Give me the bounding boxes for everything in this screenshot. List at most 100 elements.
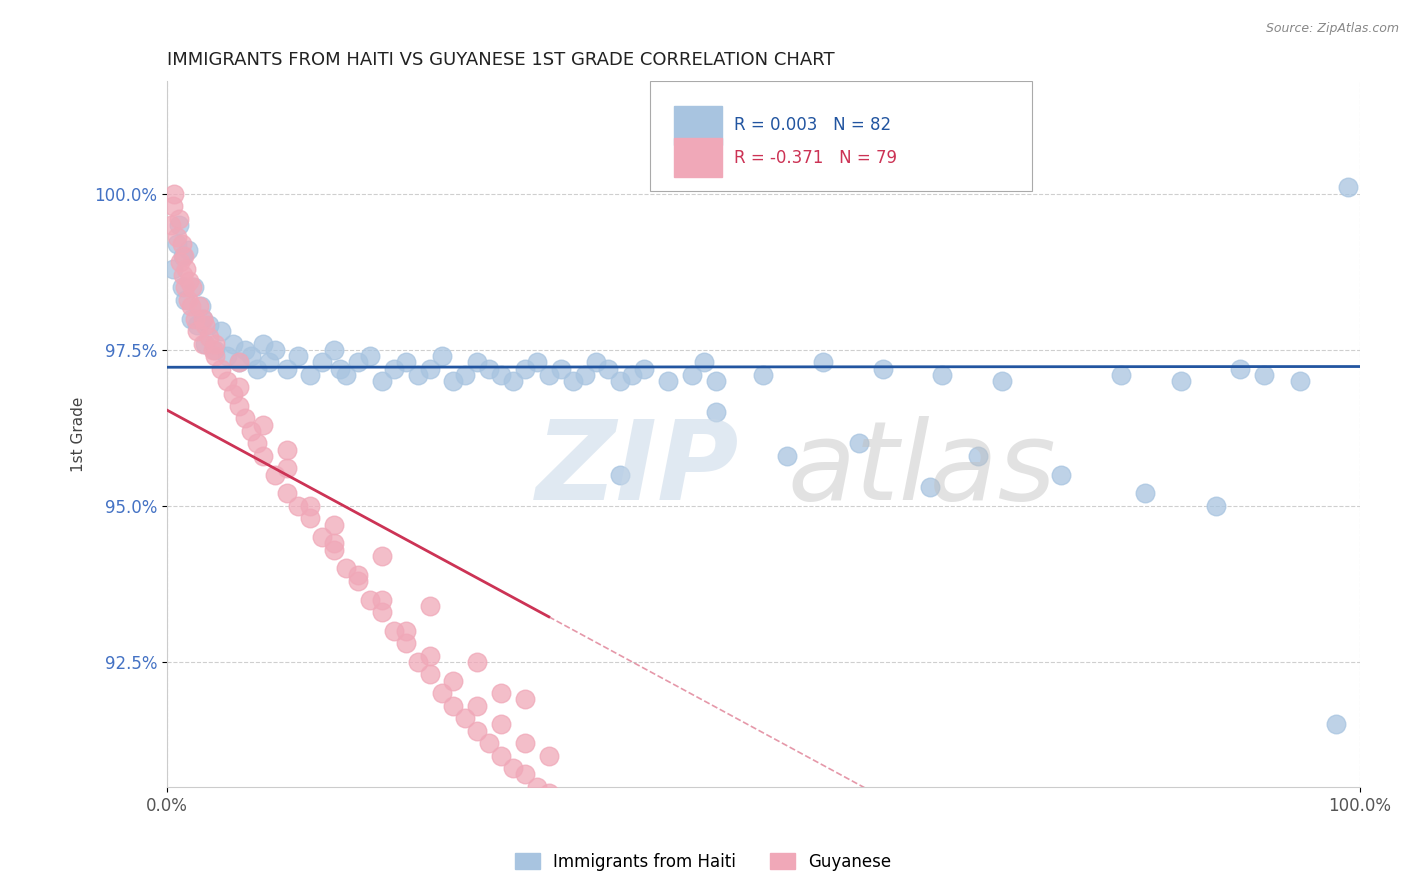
Point: [347, 567, 370, 582]
Point: [395, 636, 418, 650]
Point: [215, 349, 238, 363]
Point: [419, 648, 441, 663]
Point: [430, 349, 453, 363]
Point: [257, 355, 280, 369]
Point: [174, 293, 197, 307]
Point: [465, 698, 488, 713]
Point: [167, 211, 190, 226]
Point: [180, 299, 202, 313]
Point: [967, 449, 990, 463]
Point: [186, 318, 208, 332]
Point: [811, 355, 834, 369]
Point: [287, 499, 309, 513]
Text: R = 0.003   N = 82: R = 0.003 N = 82: [734, 117, 891, 135]
Point: [359, 592, 381, 607]
Point: [176, 243, 198, 257]
Point: [198, 330, 221, 344]
Point: [177, 274, 200, 288]
Point: [299, 368, 322, 382]
Point: [181, 280, 204, 294]
Point: [478, 361, 501, 376]
Y-axis label: 1st Grade: 1st Grade: [72, 396, 86, 472]
Point: [489, 748, 512, 763]
Point: [382, 361, 405, 376]
Point: [502, 761, 524, 775]
Point: [585, 355, 607, 369]
Point: [1170, 374, 1192, 388]
Point: [198, 318, 221, 332]
Point: [323, 536, 346, 550]
Point: [335, 561, 357, 575]
Point: [489, 368, 512, 382]
Point: [609, 467, 631, 482]
FancyBboxPatch shape: [650, 81, 1032, 191]
Point: [347, 355, 370, 369]
Point: [371, 605, 394, 619]
Point: [170, 280, 193, 294]
Point: [167, 218, 190, 232]
Point: [502, 374, 524, 388]
Point: [598, 361, 620, 376]
Point: [323, 542, 346, 557]
Point: [188, 299, 211, 313]
Point: [1253, 368, 1275, 382]
Point: [183, 280, 205, 294]
Point: [465, 655, 488, 669]
Point: [276, 461, 298, 475]
Point: [172, 249, 194, 263]
Point: [454, 368, 477, 382]
Point: [419, 361, 441, 376]
Point: [209, 361, 232, 376]
Point: [848, 436, 870, 450]
Point: [276, 486, 298, 500]
Point: [371, 374, 394, 388]
Point: [1289, 374, 1312, 388]
Point: [550, 361, 572, 376]
Point: [246, 361, 269, 376]
Point: [406, 655, 429, 669]
Point: [704, 405, 727, 419]
Point: [180, 311, 202, 326]
Text: ZIP: ZIP: [536, 416, 740, 523]
Point: [513, 736, 536, 750]
Point: [441, 673, 464, 688]
Point: [252, 449, 274, 463]
Point: [574, 368, 596, 382]
Point: [478, 736, 501, 750]
Point: [239, 349, 262, 363]
Point: [299, 499, 322, 513]
Point: [681, 368, 703, 382]
Point: [160, 218, 183, 232]
Point: [263, 467, 285, 482]
Point: [347, 574, 370, 588]
Point: [561, 374, 583, 388]
Point: [419, 599, 441, 613]
Point: [228, 355, 250, 369]
Point: [299, 511, 322, 525]
Point: [752, 368, 775, 382]
Point: [169, 255, 191, 269]
Point: [246, 436, 269, 450]
Point: [311, 355, 333, 369]
Point: [776, 449, 799, 463]
Point: [621, 368, 644, 382]
Point: [537, 368, 560, 382]
Point: [252, 336, 274, 351]
Text: IMMIGRANTS FROM HAITI VS GUYANESE 1ST GRADE CORRELATION CHART: IMMIGRANTS FROM HAITI VS GUYANESE 1ST GR…: [167, 51, 835, 69]
Point: [233, 411, 256, 425]
Point: [371, 549, 394, 563]
Point: [465, 723, 488, 738]
Point: [513, 767, 536, 781]
Point: [441, 698, 464, 713]
Point: [382, 624, 405, 638]
Point: [204, 343, 226, 357]
Point: [176, 293, 198, 307]
Point: [419, 667, 441, 681]
Point: [222, 336, 245, 351]
Point: [931, 368, 953, 382]
Point: [335, 368, 357, 382]
Point: [183, 311, 205, 326]
Point: [1109, 368, 1132, 382]
Point: [194, 336, 217, 351]
Point: [609, 374, 631, 388]
